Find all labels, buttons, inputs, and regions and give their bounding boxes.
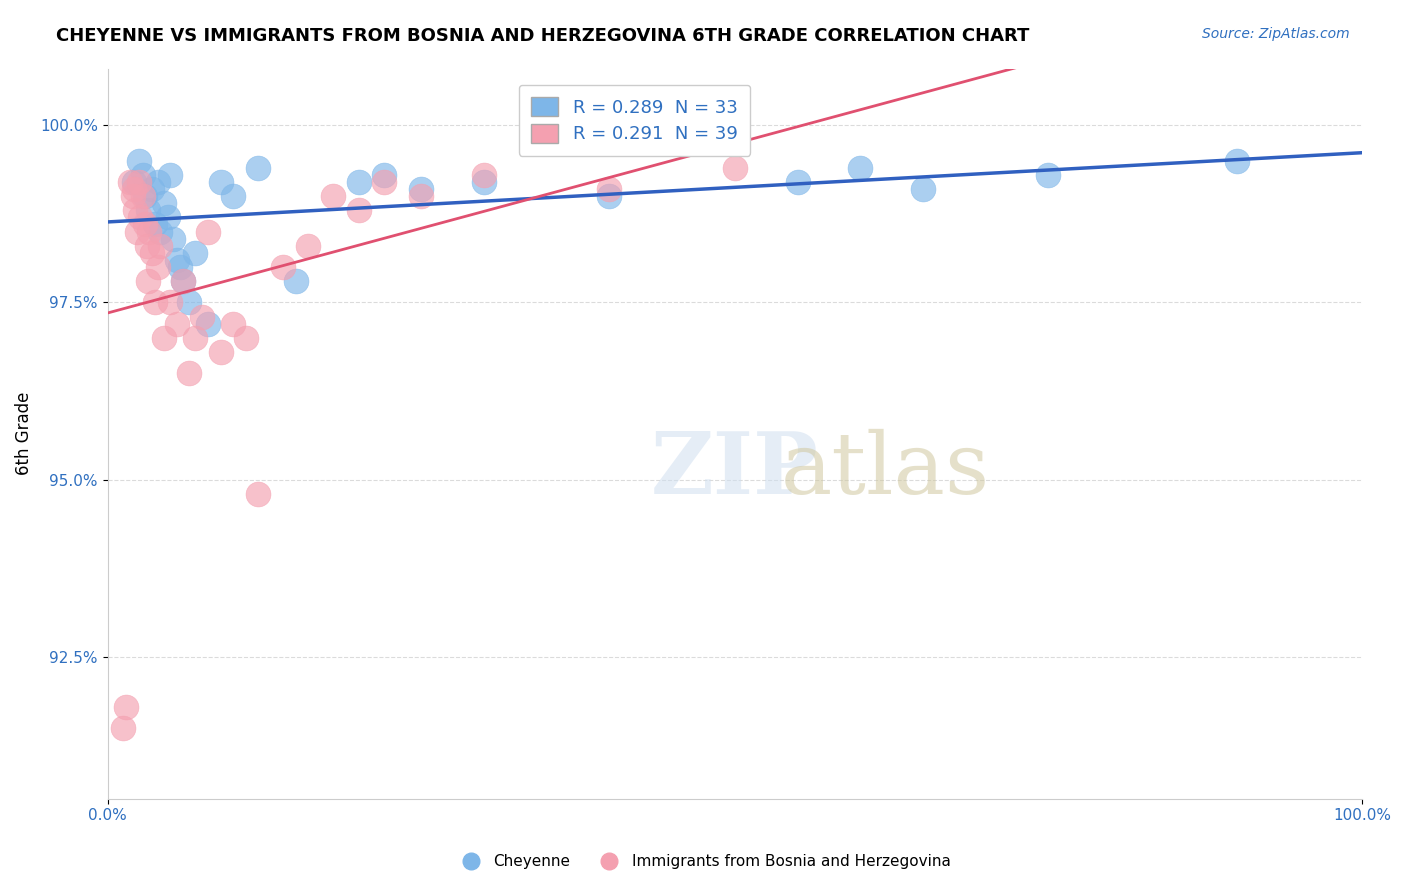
Point bbox=[166, 317, 188, 331]
Point bbox=[209, 345, 232, 359]
Point bbox=[169, 260, 191, 274]
Point bbox=[172, 274, 194, 288]
Point bbox=[132, 168, 155, 182]
Point bbox=[322, 189, 344, 203]
Point bbox=[472, 168, 495, 182]
Point bbox=[124, 203, 146, 218]
Y-axis label: 6th Grade: 6th Grade bbox=[15, 392, 32, 475]
Point bbox=[598, 182, 620, 196]
Point bbox=[115, 699, 138, 714]
Point bbox=[179, 367, 201, 381]
Point bbox=[129, 211, 152, 225]
Point bbox=[222, 317, 245, 331]
Point bbox=[197, 225, 219, 239]
Point bbox=[153, 196, 176, 211]
Point bbox=[271, 260, 294, 274]
Point bbox=[166, 252, 188, 267]
Point bbox=[373, 168, 395, 182]
Text: atlas: atlas bbox=[780, 428, 990, 512]
Point bbox=[411, 189, 433, 203]
Point bbox=[209, 175, 232, 189]
Text: CHEYENNE VS IMMIGRANTS FROM BOSNIA AND HERZEGOVINA 6TH GRADE CORRELATION CHART: CHEYENNE VS IMMIGRANTS FROM BOSNIA AND H… bbox=[56, 27, 1029, 45]
Point bbox=[135, 239, 157, 253]
Point bbox=[159, 295, 181, 310]
Point bbox=[128, 153, 150, 168]
Point bbox=[297, 239, 319, 253]
Point bbox=[122, 182, 145, 196]
Point bbox=[128, 175, 150, 189]
Point bbox=[411, 182, 433, 196]
Point bbox=[146, 175, 169, 189]
Point bbox=[132, 189, 155, 203]
Point bbox=[143, 295, 166, 310]
Point bbox=[172, 274, 194, 288]
Point bbox=[141, 182, 163, 196]
Point bbox=[284, 274, 307, 288]
Point bbox=[120, 175, 142, 189]
Point bbox=[149, 239, 172, 253]
Point bbox=[136, 203, 159, 218]
Legend: R = 0.289  N = 33, R = 0.291  N = 39: R = 0.289 N = 33, R = 0.291 N = 39 bbox=[519, 85, 751, 156]
Point bbox=[136, 274, 159, 288]
Point bbox=[190, 310, 212, 324]
Point bbox=[222, 189, 245, 203]
Point bbox=[125, 225, 148, 239]
Point bbox=[184, 331, 207, 345]
Point bbox=[911, 182, 934, 196]
Point bbox=[849, 161, 872, 175]
Text: ZIP: ZIP bbox=[651, 428, 818, 512]
Point bbox=[122, 175, 145, 189]
Point bbox=[134, 189, 156, 203]
Point bbox=[184, 245, 207, 260]
Point bbox=[143, 218, 166, 232]
Point bbox=[159, 168, 181, 182]
Point bbox=[162, 232, 184, 246]
Point bbox=[121, 189, 143, 203]
Point bbox=[149, 225, 172, 239]
Legend: Cheyenne, Immigrants from Bosnia and Herzegovina: Cheyenne, Immigrants from Bosnia and Her… bbox=[450, 848, 956, 875]
Point bbox=[235, 331, 257, 345]
Point bbox=[247, 487, 270, 501]
Point bbox=[1038, 168, 1060, 182]
Point bbox=[247, 161, 270, 175]
Point bbox=[179, 295, 201, 310]
Point bbox=[347, 203, 370, 218]
Point bbox=[472, 175, 495, 189]
Point bbox=[786, 175, 808, 189]
Point bbox=[347, 175, 370, 189]
Point bbox=[1225, 153, 1247, 168]
Text: Source: ZipAtlas.com: Source: ZipAtlas.com bbox=[1202, 27, 1350, 41]
Point bbox=[134, 218, 156, 232]
Point bbox=[138, 225, 160, 239]
Point bbox=[156, 211, 179, 225]
Point bbox=[373, 175, 395, 189]
Point bbox=[598, 189, 620, 203]
Point bbox=[197, 317, 219, 331]
Point bbox=[153, 331, 176, 345]
Point bbox=[146, 260, 169, 274]
Point bbox=[111, 721, 134, 735]
Point bbox=[141, 245, 163, 260]
Point bbox=[724, 161, 747, 175]
